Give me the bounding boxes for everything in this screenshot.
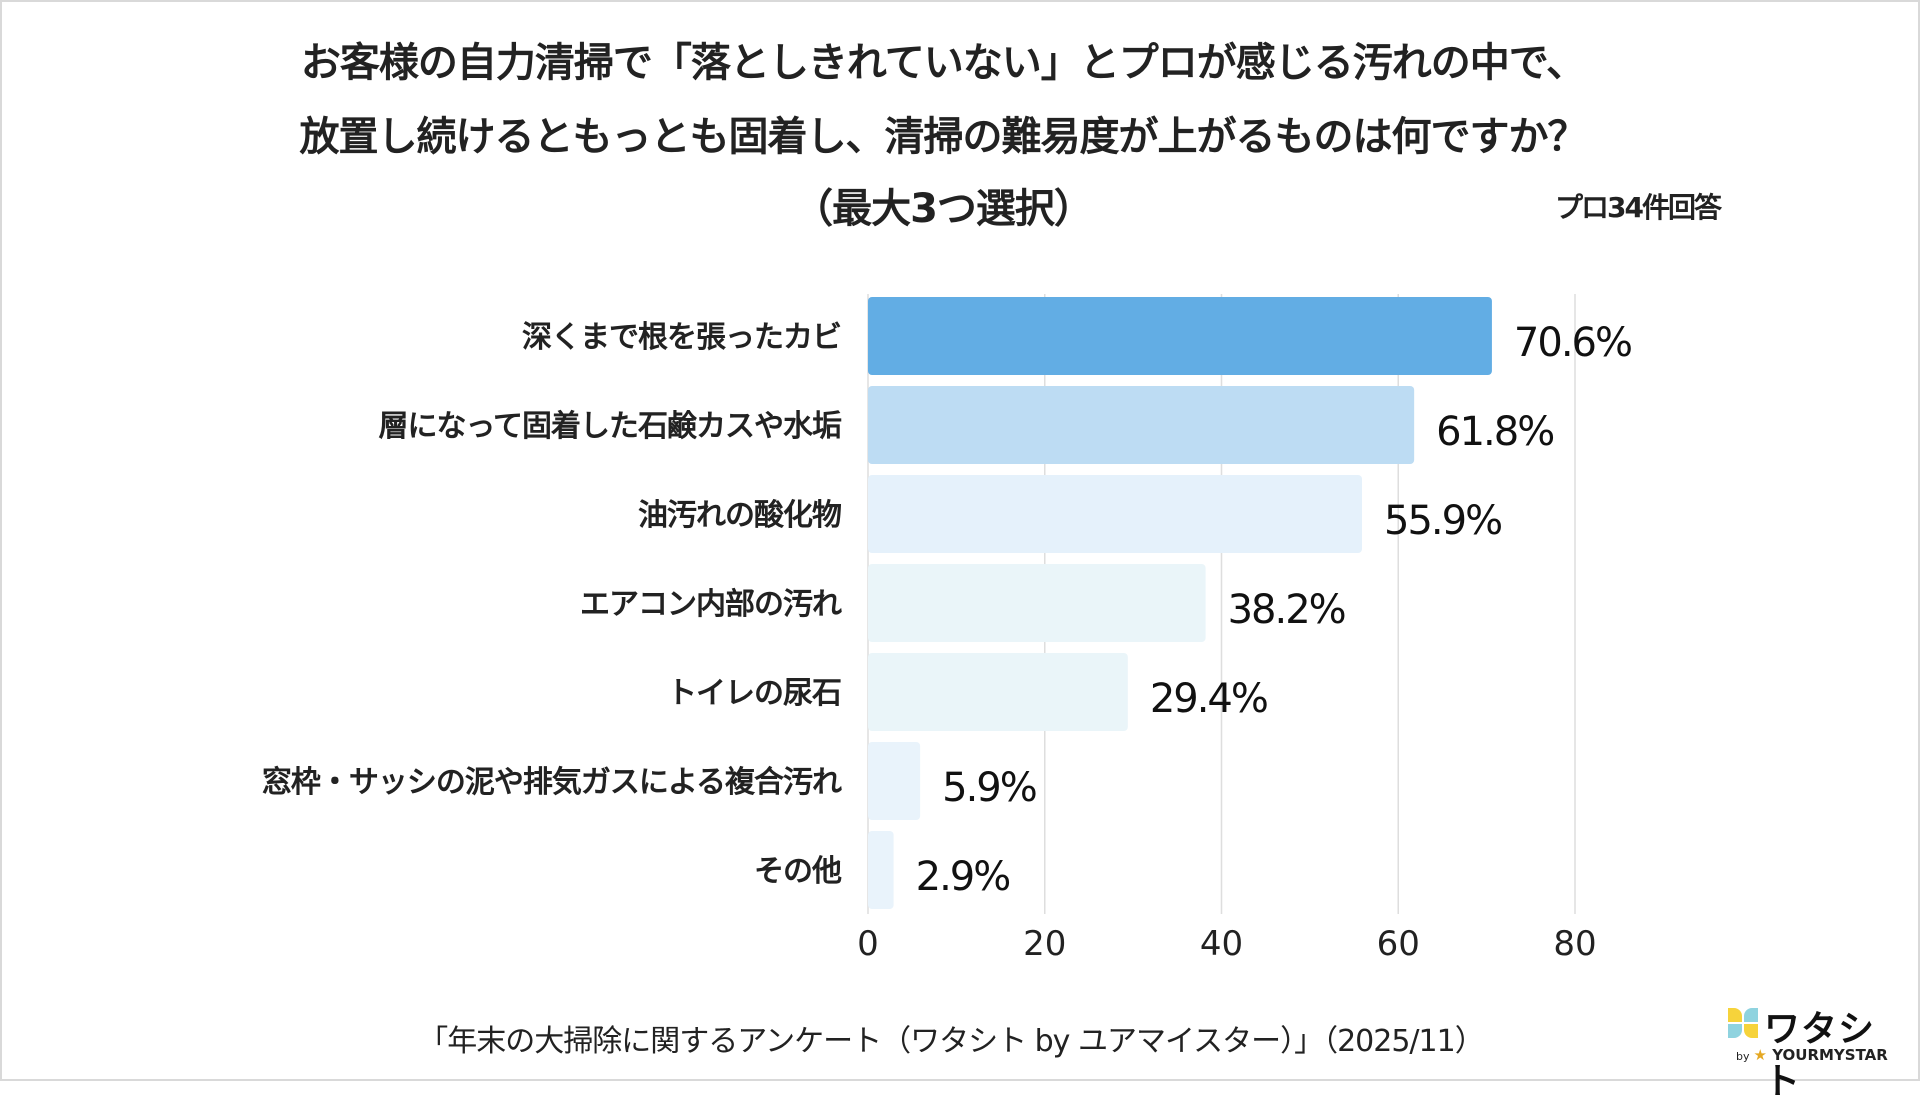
- x-tick-label: 0: [857, 924, 879, 964]
- category-label: エアコン内部の汚れ: [580, 587, 842, 622]
- category-label: その他: [754, 854, 842, 889]
- bar: [868, 564, 1206, 642]
- watashito-logo: ワタシト by ★ YOURMYSTAR: [1728, 1004, 1908, 1102]
- bar: [868, 475, 1363, 553]
- bar: [868, 742, 921, 820]
- chart-frame: [0, 0, 1920, 1081]
- logo-sub: by ★ YOURMYSTAR: [1736, 1046, 1888, 1064]
- x-tick-label: 40: [1200, 924, 1243, 964]
- data-label: 61.8%: [1436, 409, 1553, 455]
- bar: [868, 653, 1128, 731]
- bar: [868, 831, 894, 909]
- source-footer: 「年末の大掃除に関するアンケート（ワタシト by ユアマイスター）」（2025/…: [418, 1024, 1484, 1059]
- x-tick-label: 60: [1377, 924, 1420, 964]
- bar: [868, 297, 1492, 375]
- respondent-note: プロ34件回答: [1555, 191, 1722, 224]
- category-label: トイレの尿石: [667, 676, 841, 711]
- x-tick-label: 80: [1553, 924, 1596, 964]
- category-label: 層になって固着した石鹸カスや水垢: [379, 409, 842, 444]
- data-label: 5.9%: [942, 765, 1036, 811]
- data-label: 38.2%: [1228, 587, 1345, 633]
- data-label: 29.4%: [1150, 676, 1267, 722]
- category-label: 窓枠・サッシの泥や排気ガスによる複合汚れ: [262, 765, 842, 800]
- chart-title-line-2: 放置し続けるともっとも固着し、清掃の難易度が上がるものは何ですか？: [299, 114, 1588, 160]
- category-label: 深くまで根を張ったカビ: [522, 320, 841, 355]
- chart-title-line-1: お客様の自力清掃で「落としきれていない」とプロが感じる汚れの中で、: [300, 40, 1586, 86]
- chart-title-line-3: （最大3つ選択）: [793, 186, 1094, 232]
- logo-mark-icon: [1728, 1008, 1758, 1038]
- bar: [868, 386, 1415, 464]
- data-label: 55.9%: [1384, 498, 1501, 544]
- data-label: 2.9%: [916, 854, 1010, 900]
- x-tick-label: 20: [1023, 924, 1066, 964]
- data-label: 70.6%: [1514, 320, 1631, 366]
- category-label: 油汚れの酸化物: [638, 498, 842, 533]
- bar-chart: 0 20 40 60 80 深くまで根を張ったカビ 70.6% 層になって固着した石鹸カスや水…: [262, 294, 1633, 964]
